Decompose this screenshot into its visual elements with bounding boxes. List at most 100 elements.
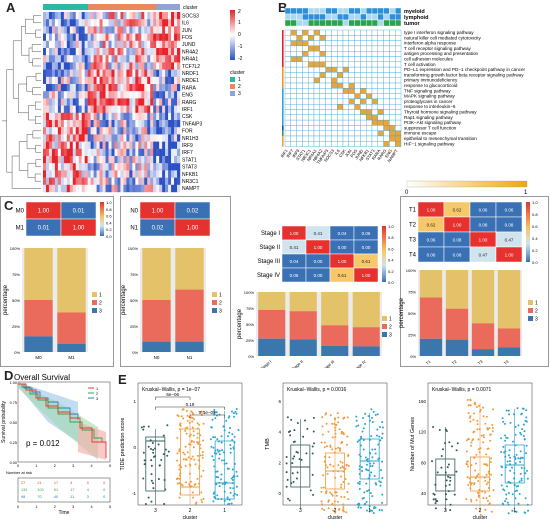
pathway-label: epithelial to mesenchymal transition — [404, 136, 477, 141]
heatmap-cell — [168, 148, 172, 157]
heatmap-cell — [132, 120, 136, 128]
heatmap-cell — [156, 127, 160, 135]
heatmap-cell — [156, 184, 160, 193]
heatmap-cell — [105, 26, 109, 34]
heatmap-cell — [117, 62, 121, 70]
heatmap-cell — [108, 19, 112, 27]
heatmap-cell — [96, 69, 100, 77]
gene-label: NR4A1 — [182, 57, 198, 63]
heatmap-cell — [156, 156, 160, 164]
pathway-cell — [348, 72, 355, 78]
heatmap-cell — [117, 127, 121, 135]
tide-point — [177, 415, 180, 418]
heatmap-cell — [162, 184, 166, 193]
heatmap-cell — [54, 105, 59, 113]
tide-point — [190, 440, 193, 443]
stage-corr-value: 0.00 — [338, 245, 347, 250]
stage-ytick: 75% — [246, 306, 254, 311]
tmb-point — [329, 491, 332, 494]
tide-point — [229, 486, 232, 489]
heatmap-cell — [144, 163, 148, 171]
tide-point — [178, 496, 181, 499]
pathway-cell — [284, 51, 291, 57]
pathway-cell — [354, 104, 361, 110]
heatmap-cell — [120, 19, 124, 27]
tmb-title: Kruskal−Wallis, p = 0.0016 — [287, 387, 347, 393]
heatmap-cell — [102, 91, 106, 99]
tide-point — [232, 487, 235, 490]
tmb-point — [371, 495, 374, 498]
pathway-cell — [290, 56, 297, 62]
mutgenes-point — [478, 428, 481, 431]
heatmap-cell — [87, 163, 91, 171]
t-ytick: 25% — [408, 333, 416, 338]
heatmap-cell — [138, 120, 142, 128]
n-bar-segment — [142, 248, 171, 300]
pathway-cell — [354, 72, 361, 78]
tide-point — [200, 410, 203, 413]
heatmap-cell — [66, 91, 71, 99]
heatmap-cell — [72, 156, 76, 164]
cell-type-cell — [313, 19, 321, 27]
tide-xtick: 2 — [189, 508, 192, 514]
heatmap-cell — [171, 156, 175, 164]
heatmap-cell — [63, 48, 68, 56]
heatmap-cell — [54, 120, 59, 128]
heatmap-cell — [126, 105, 130, 113]
tmb-point — [366, 457, 369, 460]
heatmap-cell — [60, 19, 65, 27]
tide-point — [178, 450, 181, 453]
heatmap-cell — [177, 19, 181, 27]
pathway-cell — [354, 125, 361, 131]
heatmap-cell — [72, 48, 76, 56]
pathway-cell — [389, 77, 396, 84]
heatmap-cell — [138, 48, 142, 56]
risk-cell: 0 — [87, 481, 89, 485]
pathway-cell — [296, 130, 303, 137]
mutgenes-point — [453, 493, 456, 496]
survival-ytick: 0.00 — [10, 461, 17, 465]
heatmap-cell — [105, 163, 109, 171]
heatmap-cell — [153, 55, 157, 63]
heatmap-cell — [54, 156, 59, 164]
pathway-cell — [371, 141, 378, 147]
heatmap-cell — [159, 127, 163, 135]
pathway-cell — [284, 130, 291, 137]
n-corr-value: 1.00 — [187, 225, 199, 231]
m-colorbar-tick: 1.0 — [106, 200, 112, 205]
heatmap-cell — [138, 19, 142, 27]
pathway-cell — [354, 77, 361, 84]
mutgenes-point — [477, 404, 480, 407]
t-bar-segment — [497, 270, 521, 329]
heatmap-cell — [174, 184, 178, 193]
heatmap-cell — [135, 163, 139, 171]
heatmap-cell — [72, 55, 76, 63]
pathway-cell — [296, 98, 303, 105]
significance-bracket — [155, 406, 225, 410]
heatmap-cell — [171, 120, 175, 128]
heatmap-cell — [174, 69, 178, 77]
tide-point — [212, 436, 215, 439]
category-bar — [282, 67, 284, 89]
t-bar-segment — [445, 270, 469, 309]
heatmap-cell — [78, 12, 82, 20]
mutgenes-point — [467, 483, 470, 486]
stage-colorbar-tick: 0.6 — [388, 246, 394, 251]
heatmap-cell — [159, 112, 163, 121]
tide-point — [189, 480, 192, 483]
heatmap-cell — [120, 105, 124, 113]
mutgenes-point — [436, 471, 439, 474]
heatmap-cell — [111, 33, 115, 41]
mutgenes-point — [482, 406, 485, 409]
heatmap-cell — [135, 40, 139, 49]
pathway-cell — [331, 98, 338, 105]
heatmap-cell — [102, 69, 106, 77]
pathway-cell — [284, 125, 291, 131]
pathway-cell — [302, 61, 309, 68]
heatmap-cell — [90, 170, 94, 178]
mutgenes-point — [475, 499, 478, 502]
annotation-bar-c1 — [43, 4, 88, 10]
heatmap-cell — [108, 112, 112, 121]
heatmap-cell — [87, 19, 91, 27]
tmb-point — [378, 435, 381, 438]
